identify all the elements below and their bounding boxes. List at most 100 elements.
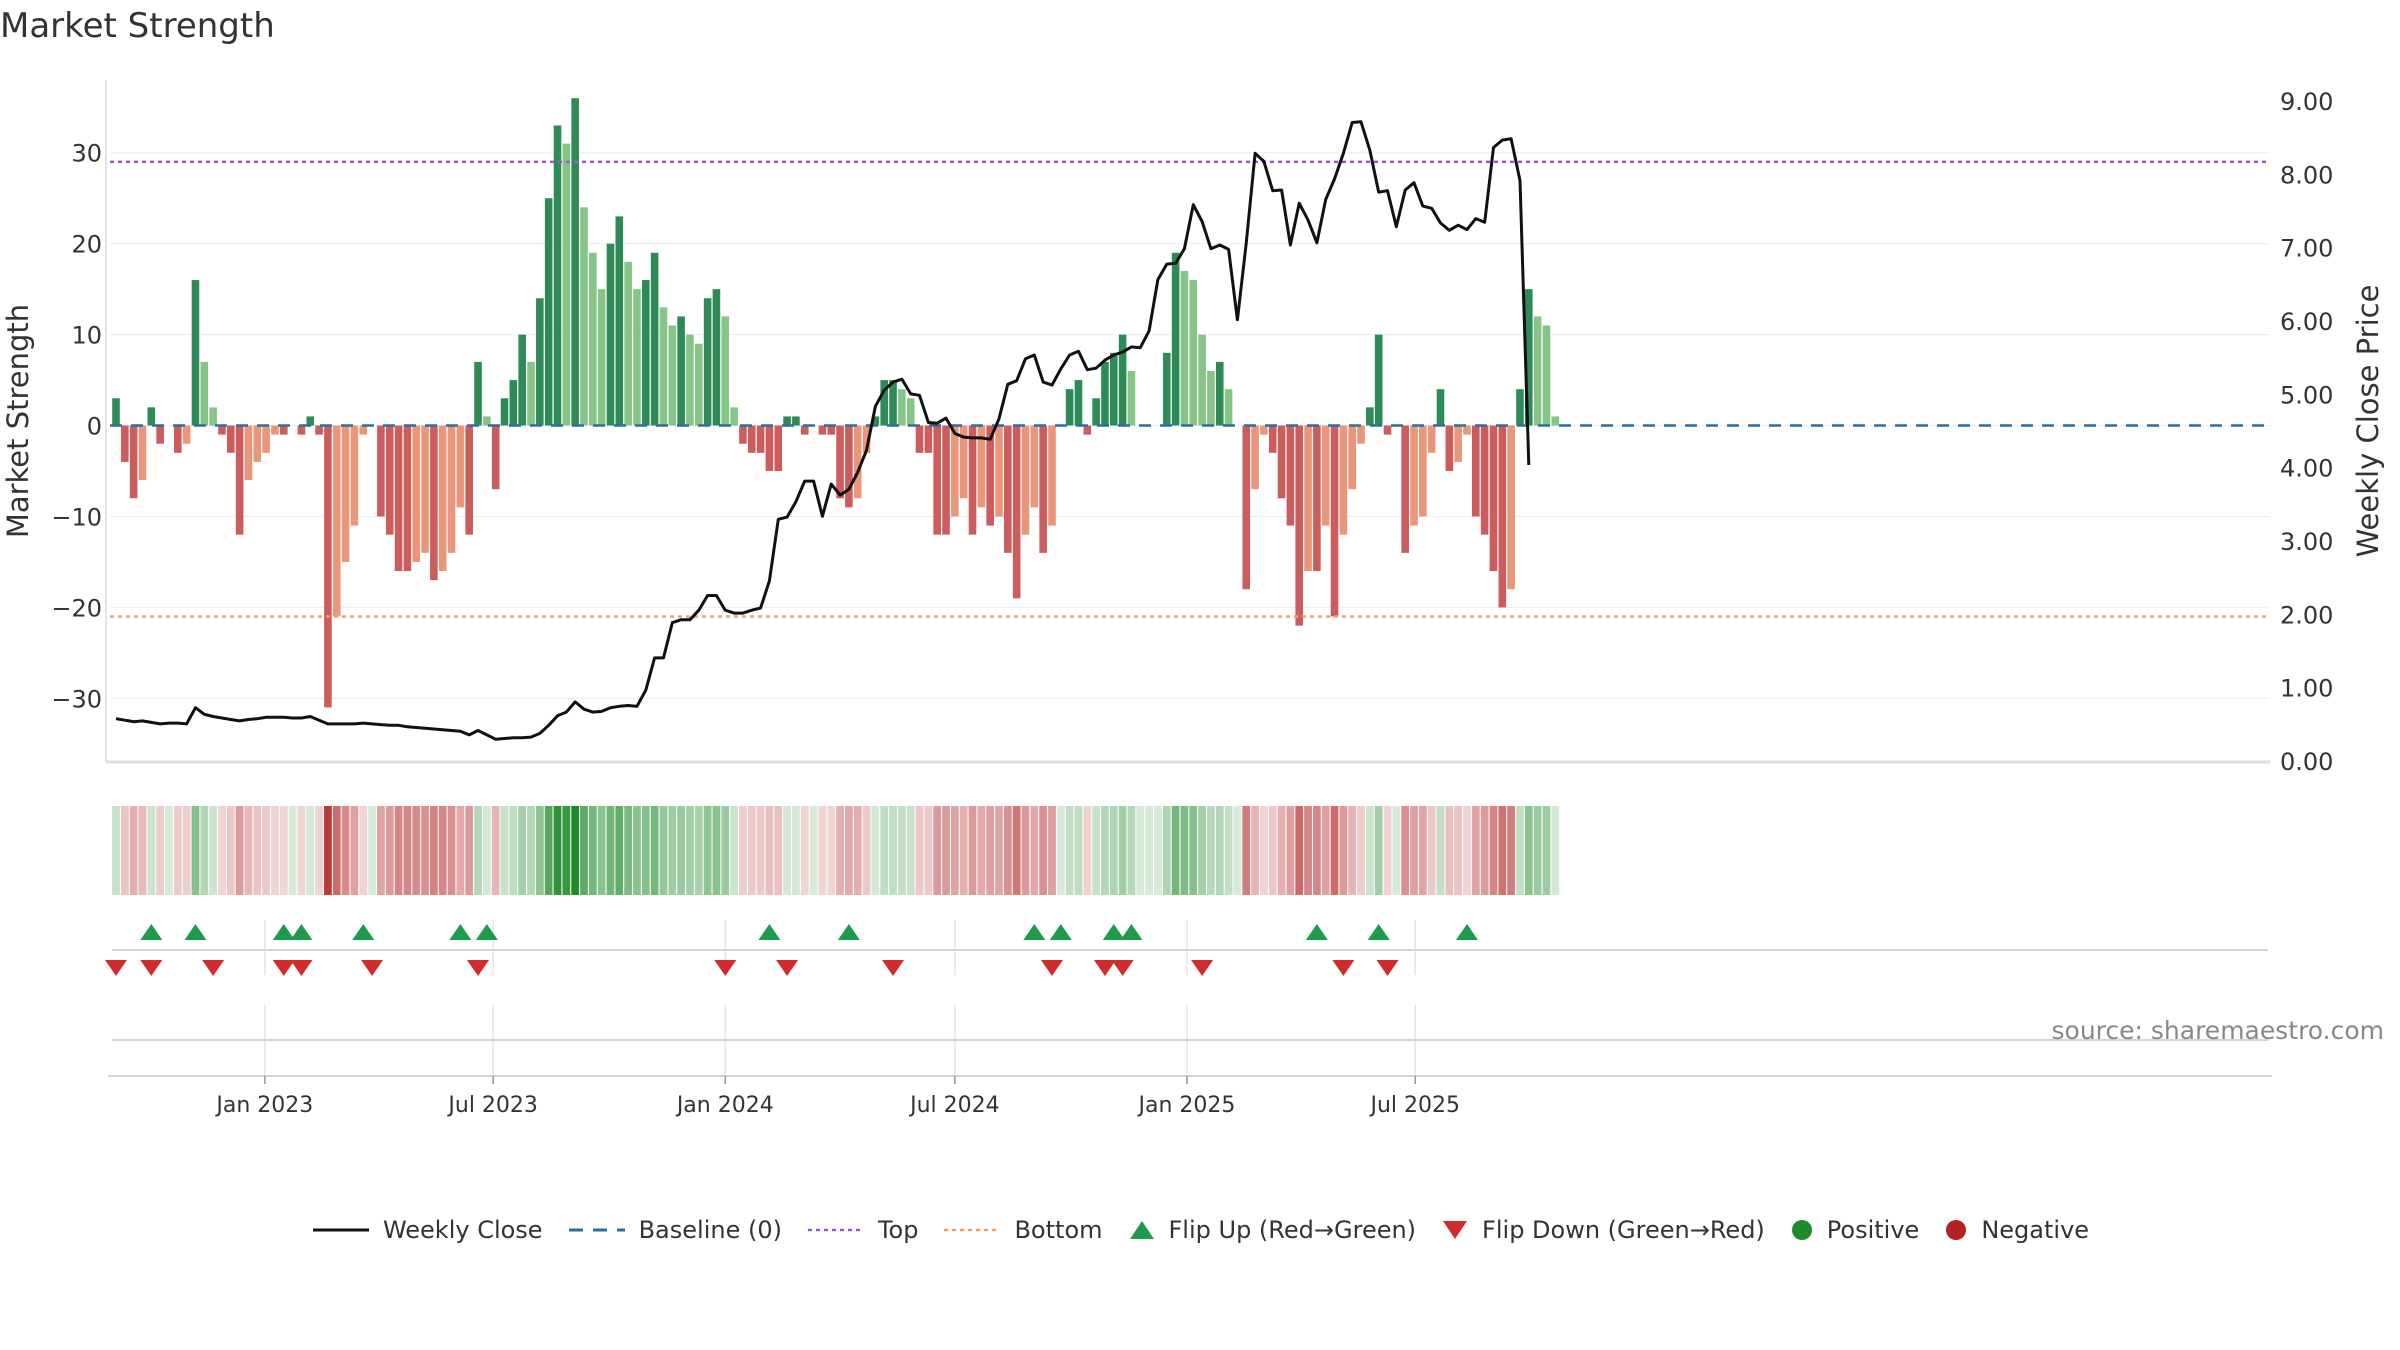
strength-heat-cell [1489, 806, 1498, 895]
strength-heat-cell [1030, 806, 1039, 895]
strength-bar [1012, 425, 1021, 599]
strength-bar [1198, 334, 1206, 426]
legend-item-top[interactable]: Top [806, 1216, 918, 1244]
strength-bar [377, 425, 385, 517]
strength-heat-cell [1321, 806, 1330, 895]
strength-bar [1083, 425, 1092, 435]
flip-up-marker [475, 924, 498, 940]
x-tick-label: Jan 2024 [675, 1093, 774, 1118]
legend-label: Flip Up (Red→Green) [1168, 1216, 1417, 1244]
strength-heat-cell [1083, 806, 1092, 895]
strength-bar [1092, 398, 1100, 426]
legend-item-positive[interactable]: Positive [1789, 1216, 1919, 1244]
strength-heat-cell [482, 806, 491, 895]
legend-item-negative[interactable]: Negative [1943, 1216, 2089, 1244]
strength-bar [783, 416, 791, 426]
strength-bar [147, 407, 156, 426]
strength-bar [271, 425, 279, 435]
legend-item-weekly-close[interactable]: Weekly Close [311, 1216, 543, 1244]
strength-bar [747, 425, 756, 453]
strength-bar [315, 425, 323, 435]
x-tick-label: Jul 2025 [1369, 1093, 1461, 1118]
strength-bar [1357, 425, 1365, 444]
source-note: source: sharemaestro.com [2051, 1016, 2385, 1045]
strength-bar [942, 425, 950, 535]
legend-item-baseline[interactable]: Baseline (0) [567, 1216, 782, 1244]
strength-bar [677, 316, 685, 426]
strength-heat-cell [721, 806, 730, 895]
strength-bar [536, 298, 544, 426]
strength-heat-cell [756, 806, 765, 895]
strength-bar [924, 425, 933, 453]
strength-bar [1277, 425, 1286, 499]
strength-heat-cell [1251, 806, 1259, 895]
strength-bar [1171, 252, 1180, 426]
flip-down-marker [467, 960, 490, 976]
strength-bar [1048, 425, 1056, 526]
strength-bar [562, 143, 571, 426]
strength-bar [1004, 425, 1012, 553]
legend-item-flip-up[interactable]: Flip Up (Red→Green) [1127, 1216, 1417, 1244]
flip-up-marker [1102, 924, 1125, 940]
strength-bar [447, 425, 456, 553]
strength-bar [1374, 334, 1383, 426]
strength-bar [739, 425, 747, 444]
y-right-tick-label: 9.00 [2280, 88, 2333, 116]
strength-bar [1295, 425, 1304, 626]
legend-item-flip-down[interactable]: Flip Down (Green→Red) [1440, 1216, 1765, 1244]
strength-heat-cell [182, 806, 191, 895]
strength-heat-cell [403, 806, 412, 895]
strength-heat-cell [1145, 806, 1154, 895]
legend-label: Baseline (0) [638, 1216, 782, 1244]
strength-heat-cell [1233, 806, 1242, 895]
y-right-tick-label: 2.00 [2280, 601, 2333, 629]
strength-bar [412, 425, 421, 562]
strength-bar [1118, 334, 1127, 426]
strength-bar [1251, 425, 1259, 490]
strength-bar [818, 425, 827, 435]
strength-heat-cell [297, 806, 306, 895]
flip-up-marker [1120, 924, 1143, 940]
strength-heat-cell [677, 806, 686, 895]
strength-heat-cell [385, 806, 394, 895]
strength-heat-cell [138, 806, 147, 895]
strength-heat-cell [1109, 806, 1118, 895]
strength-bar [915, 425, 924, 453]
y-right-tick-label: 5.00 [2280, 381, 2333, 409]
strength-bar [500, 398, 509, 426]
strength-bar [1339, 425, 1348, 535]
strength-heat-cell [1445, 806, 1454, 895]
strength-heat-cell [1092, 806, 1101, 895]
strength-bar [1215, 361, 1224, 426]
strength-bar [527, 361, 535, 426]
strength-bar [968, 425, 977, 535]
x-tick-label: Jul 2023 [446, 1093, 538, 1118]
flip-down-marker [1332, 960, 1355, 976]
y-left-tick-label: 0 [87, 413, 102, 441]
strength-bar [800, 425, 809, 435]
strength-heat-cell [889, 806, 897, 895]
strength-bar [906, 398, 915, 426]
strength-heat-cell [1039, 806, 1048, 895]
triangle-down-icon [1443, 1221, 1468, 1239]
strength-bar [1030, 425, 1039, 508]
strength-bar [668, 325, 677, 426]
strength-bar [359, 425, 368, 435]
strength-heat-cell [1198, 806, 1206, 895]
flip-up-marker [290, 924, 313, 940]
strength-bar [553, 125, 562, 426]
strength-bar [1507, 425, 1515, 590]
strength-heat-cell [1542, 806, 1551, 895]
strength-bar [350, 425, 359, 526]
legend-item-bottom[interactable]: Bottom [942, 1216, 1103, 1244]
strength-heat-cell [120, 806, 129, 895]
strength-bar [1348, 425, 1356, 490]
strength-heat-cell [1516, 806, 1524, 895]
strength-bar [862, 425, 871, 453]
strength-bar [491, 425, 500, 490]
flip-up-marker [140, 924, 163, 940]
strength-bar [1101, 361, 1109, 426]
strength-heat-cell [129, 806, 138, 895]
strength-heat-cell [853, 806, 862, 895]
strength-heat-cell [1330, 806, 1339, 895]
